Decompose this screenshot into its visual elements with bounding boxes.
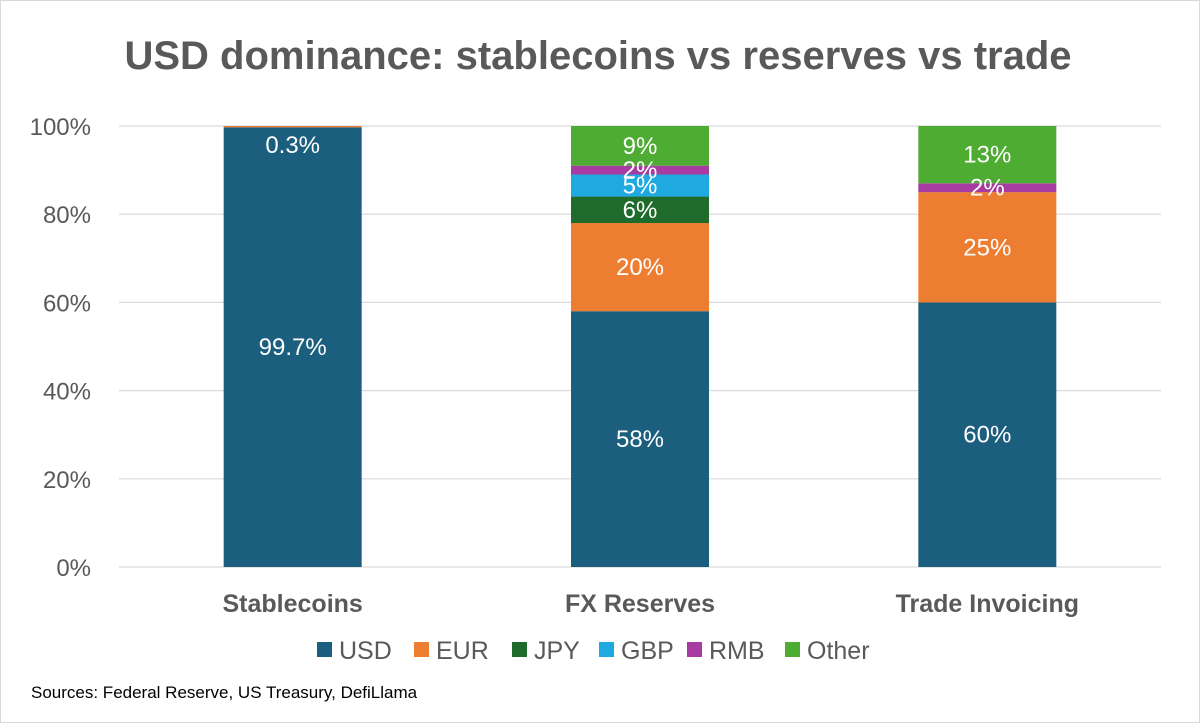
data-label: 2% <box>623 157 658 184</box>
x-category-label: Stablecoins <box>223 590 363 618</box>
x-category-label: FX Reserves <box>565 590 715 618</box>
data-labels: 99.7%0.3%58%20%6%5%2%9%60%25%2%13% <box>259 132 1012 453</box>
bar-segment-rmb <box>918 183 1057 193</box>
y-tick-label: 60% <box>43 290 91 317</box>
data-label: 99.7% <box>259 334 327 361</box>
legend-swatch-eur <box>414 642 429 657</box>
x-axis-categories: Stablecoins FX Reserves Trade Invoicing <box>223 590 1080 618</box>
legend-label-jpy: JPY <box>534 637 580 665</box>
x-category-label: Trade Invoicing <box>896 590 1079 618</box>
y-axis-ticks: 0% 20% 40% 60% 80% 100% <box>30 114 91 582</box>
bar-segment-usd <box>223 127 362 567</box>
bar-segment-eur <box>571 223 709 312</box>
bar-segment-eur <box>918 192 1057 303</box>
data-label: 2% <box>970 175 1005 202</box>
legend-label-usd: USD <box>339 637 392 665</box>
bar-segment-rmb <box>571 165 709 175</box>
legend-swatch-jpy <box>512 642 527 657</box>
y-tick-label: 80% <box>43 202 91 229</box>
data-label: 20% <box>616 254 664 281</box>
legend-swatch-gbp <box>599 642 614 657</box>
bar-segment-usd <box>918 302 1057 567</box>
chart-title: USD dominance: stablecoins vs reserves v… <box>124 34 1071 78</box>
data-label: 5% <box>623 173 658 200</box>
data-label: 25% <box>963 234 1011 261</box>
legend-swatch-usd <box>317 642 332 657</box>
source-note: Sources: Federal Reserve, US Treasury, D… <box>31 683 418 702</box>
bar-segment-usd <box>571 311 709 567</box>
y-tick-label: 100% <box>30 114 91 141</box>
y-tick-label: 40% <box>43 379 91 406</box>
y-tick-label: 0% <box>56 555 91 582</box>
legend-label-other: Other <box>807 637 870 665</box>
legend-label-gbp: GBP <box>621 637 674 665</box>
data-label: 6% <box>623 197 658 224</box>
bar-segment-jpy <box>571 196 709 224</box>
data-label: 0.3% <box>265 132 320 159</box>
bars <box>223 126 1057 567</box>
data-label: 60% <box>963 422 1011 449</box>
legend-label-eur: EUR <box>436 637 489 665</box>
legend-swatch-rmb <box>687 642 702 657</box>
bar-segment-eur <box>223 126 362 128</box>
bar-segment-gbp <box>571 174 709 197</box>
data-label: 13% <box>963 142 1011 169</box>
y-tick-label: 20% <box>43 467 91 494</box>
bar-segment-other <box>918 126 1057 184</box>
data-label: 9% <box>623 133 658 160</box>
bar-segment-other <box>571 126 709 166</box>
legend-swatch-other <box>785 642 800 657</box>
legend-label-rmb: RMB <box>709 637 765 665</box>
legend: USD EUR JPY GBP RMB Other <box>317 637 870 665</box>
data-label: 58% <box>616 426 664 453</box>
